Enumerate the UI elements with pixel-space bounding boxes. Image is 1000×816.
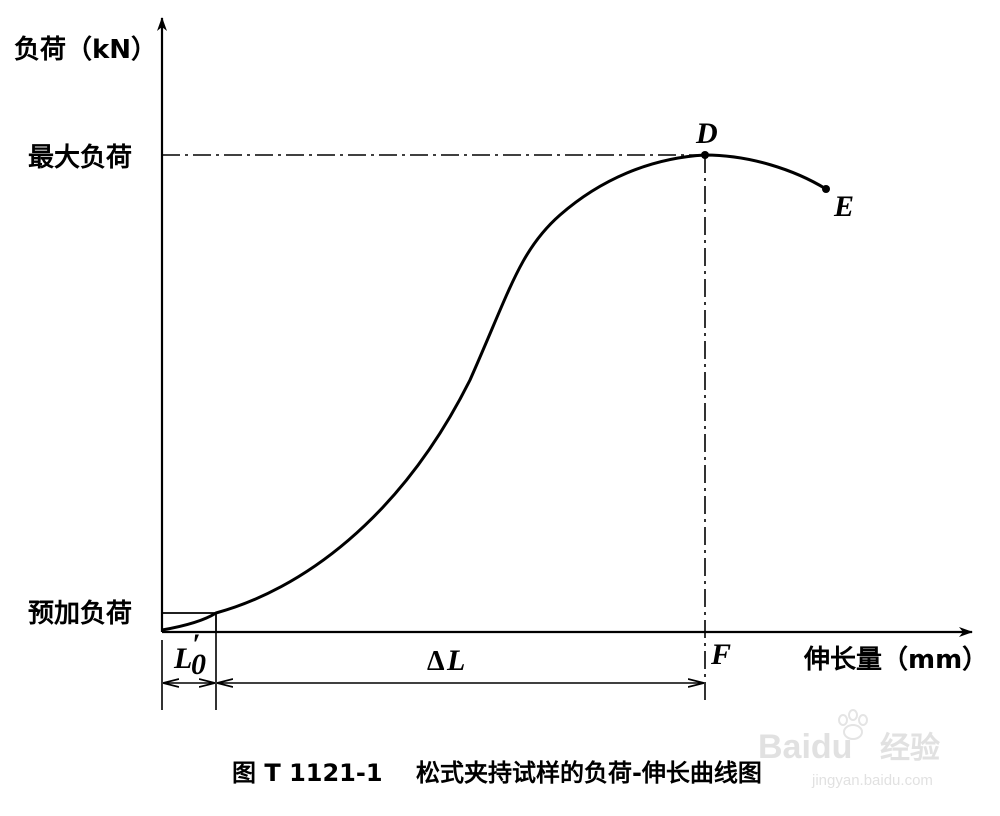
delta-l-label: Δ L <box>427 644 465 677</box>
point-e-marker <box>822 185 830 193</box>
point-d-label: D <box>695 117 718 150</box>
watermark-brand: Baidu <box>758 728 852 766</box>
watermark-cn: 经验 <box>880 731 940 765</box>
paw-icon <box>838 709 868 740</box>
max-load-label: 最大负荷 <box>28 143 132 173</box>
svg-text:Δ: Δ <box>427 646 445 677</box>
point-e-label: E <box>833 190 854 223</box>
l0-prime-label: L ′ 0 <box>173 628 206 681</box>
svg-text:L: L <box>173 642 192 675</box>
y-axis-label: 负荷（kN） <box>14 35 157 65</box>
preload-label: 预加负荷 <box>28 599 132 629</box>
svg-text:L: L <box>446 644 465 677</box>
watermark-url: jingyan.baidu.com <box>811 772 933 789</box>
point-f-label: F <box>710 638 731 671</box>
svg-text:0: 0 <box>191 648 206 681</box>
load-elongation-curve <box>161 153 827 632</box>
point-d-marker <box>701 151 709 159</box>
baidu-watermark: Baidu 经验 jingyan.baidu.com <box>758 709 940 789</box>
figure-caption: 图 T 1121-1 松式夹持试样的负荷-伸长曲线图 <box>232 759 762 787</box>
svg-text:′: ′ <box>192 628 200 661</box>
x-axis-label: 伸长量（mm） <box>803 645 988 675</box>
